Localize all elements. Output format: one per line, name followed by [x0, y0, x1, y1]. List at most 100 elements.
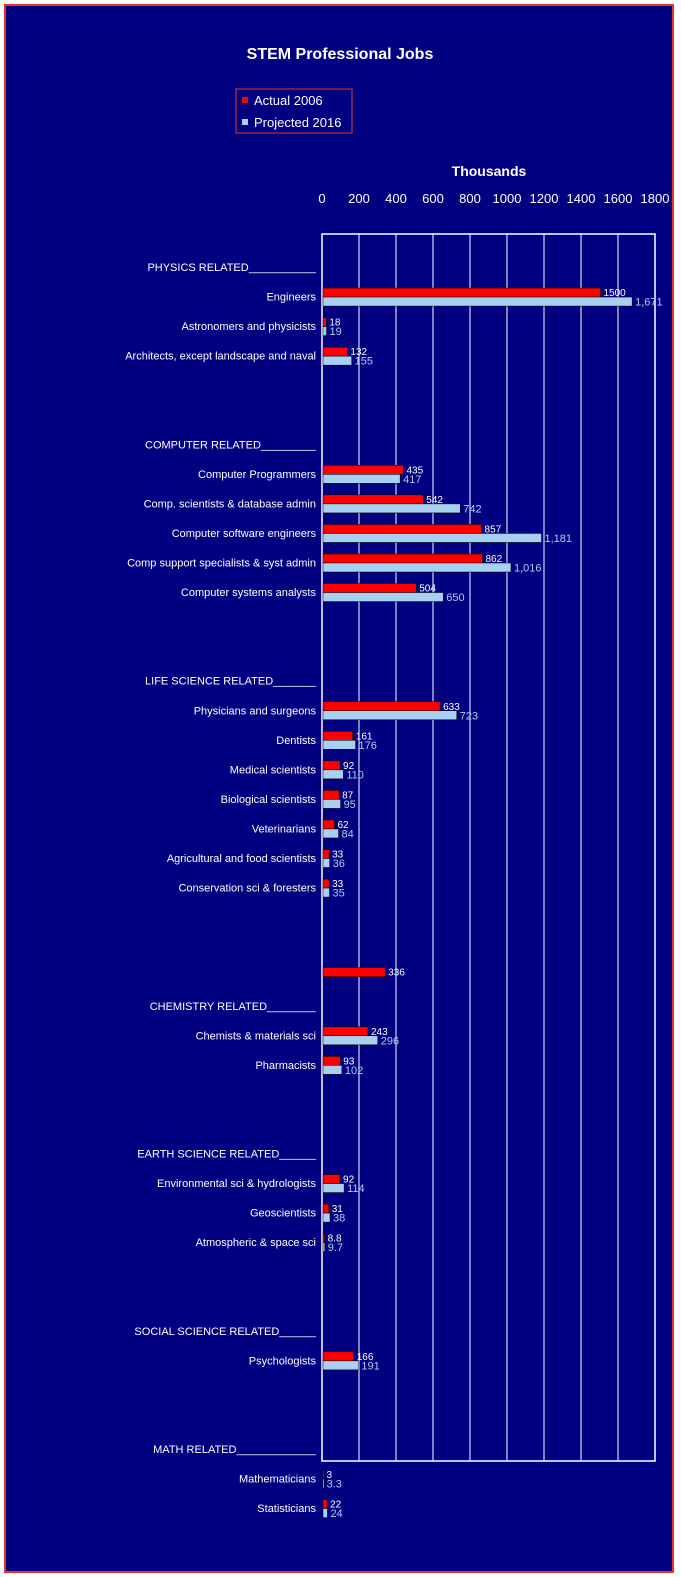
bar-label-actual: 857 [485, 524, 502, 535]
category-label: Veterinarians [252, 823, 317, 835]
bar-label-projected: 155 [355, 356, 373, 368]
legend-swatch-projected [242, 119, 248, 125]
x-tick-label: 400 [385, 191, 407, 206]
bar-projected [322, 1478, 325, 1489]
bar-actual [322, 849, 330, 859]
bar-label-actual: 243 [371, 1027, 388, 1038]
bar-label-actual: 435 [406, 465, 423, 476]
bar-projected [322, 1065, 343, 1075]
category-label: Mathematicians [239, 1474, 317, 1486]
bar-label-actual: 18 [329, 318, 341, 329]
bar-label-projected: 191 [361, 1360, 379, 1372]
bar-label-projected: 84 [342, 828, 354, 840]
x-axis-ticks: 0 200 400 600 800 1000 1200 1400 1600 1800 [318, 191, 669, 206]
x-tick-label: 1200 [530, 191, 559, 206]
group-header: EARTH SCIENCE RELATED______ [137, 1149, 317, 1161]
bar-label-projected: 650 [446, 592, 464, 604]
bar-actual [322, 1174, 341, 1184]
bar-label-actual: 161 [356, 731, 373, 742]
bar-label-projected: 1,671 [635, 297, 663, 309]
gridlines [358, 234, 619, 1461]
bar-label-actual: 93 [343, 1056, 355, 1067]
bar-projected [322, 1360, 359, 1371]
bar-projected [322, 562, 512, 573]
category-label: Comp support specialists & syst admin [127, 558, 316, 570]
bar-actual [322, 524, 482, 534]
bar-projected [322, 503, 461, 514]
bar-label-projected: 3.3 [327, 1479, 342, 1491]
bar-label-projected: 36 [333, 858, 345, 870]
bar-label-projected: 24 [330, 1508, 342, 1520]
bar-label-actual: 633 [443, 702, 460, 713]
bar-actual [322, 878, 330, 889]
category-label: Agricultural and food scientists [167, 853, 317, 865]
bar-projected [322, 355, 352, 366]
bar-actual [322, 967, 386, 977]
category-label: Computer software engineers [172, 528, 317, 540]
category-label: Chemists & materials sci [196, 1030, 316, 1042]
bar-label-projected: 723 [460, 710, 478, 722]
category-label: Geoscientists [250, 1208, 317, 1220]
bar-actual [322, 1469, 325, 1480]
bar-actual [322, 760, 341, 771]
legend: Actual 2006 Projected 2016 [235, 88, 353, 134]
stem-jobs-chart: STEM Professional Jobs Actual 2006 Proje… [125, 46, 669, 1520]
legend-box [235, 88, 353, 134]
bar-label-projected: 19 [330, 326, 342, 338]
bar-label-actual: 33 [332, 879, 344, 890]
category-label: Dentists [276, 735, 316, 747]
bar-projected [322, 1035, 379, 1046]
category-label: Conservation sci & foresters [178, 883, 316, 895]
bar-projected [322, 533, 542, 543]
bar-label-actual: 166 [357, 1352, 374, 1363]
bar-projected [322, 769, 344, 780]
bar-label-actual: 33 [332, 850, 344, 861]
category-label: Engineers [266, 292, 316, 304]
bar-label-projected: 110 [346, 769, 364, 781]
x-tick-label: 800 [459, 191, 481, 206]
category-label: Atmospheric & space sci [196, 1237, 316, 1249]
bar-actual [322, 583, 417, 593]
bar-projected [322, 474, 401, 484]
group-header: SOCIAL SCIENCE RELATED______ [134, 1326, 316, 1338]
bar-projected [322, 296, 633, 307]
category-label: Computer Programmers [198, 469, 316, 481]
bar-actual [322, 1351, 354, 1362]
bar-actual [322, 701, 441, 711]
bar-label-projected: 114 [347, 1183, 365, 1195]
bar-label-projected: 9.7 [328, 1242, 343, 1254]
group-header: MATH RELATED_____________ [153, 1444, 317, 1456]
category-label: Environmental sci & hydrologists [157, 1178, 316, 1190]
category-label: Physicians and surgeons [194, 705, 317, 717]
group-header: CHEMISTRY RELATED________ [150, 1001, 317, 1013]
bar-label-actual: 132 [350, 347, 367, 358]
bar-label-actual: 8.8 [328, 1234, 342, 1245]
x-tick-label: 1000 [493, 191, 522, 206]
x-tick-label: 1800 [641, 191, 670, 206]
bar-label-actual: 1500 [604, 288, 627, 299]
category-label: Comp. scientists & database admin [144, 498, 316, 510]
bar-projected [322, 1508, 328, 1518]
category-labels: PHYSICS RELATED___________ Engineers Astro… [125, 262, 317, 1515]
bar-projected [322, 740, 356, 750]
group-header: COMPUTER RELATED_________ [145, 439, 317, 451]
bar-label-actual: 336 [388, 968, 405, 979]
legend-label-projected: Projected 2016 [254, 115, 341, 130]
bar-projected [322, 828, 339, 839]
bar-actual [322, 1203, 329, 1214]
x-tick-label: 1400 [567, 191, 596, 206]
bar-actual [322, 287, 601, 298]
x-axis-label: Thousands [452, 163, 527, 179]
chart-frame: STEM Professional Jobs Actual 2006 Proje… [4, 4, 674, 1573]
x-tick-label: 600 [422, 191, 444, 206]
bar-actual [322, 465, 404, 475]
bar-actual [322, 1233, 325, 1243]
category-label: Computer systems analysts [181, 587, 317, 599]
bar-label-actual: 542 [426, 495, 443, 506]
bar-label-actual: 62 [337, 820, 349, 831]
plot-area [321, 233, 656, 1462]
bar-label-projected: 1,016 [514, 563, 542, 575]
bar-label-actual: 92 [343, 1175, 355, 1186]
x-tick-label: 0 [318, 191, 325, 206]
